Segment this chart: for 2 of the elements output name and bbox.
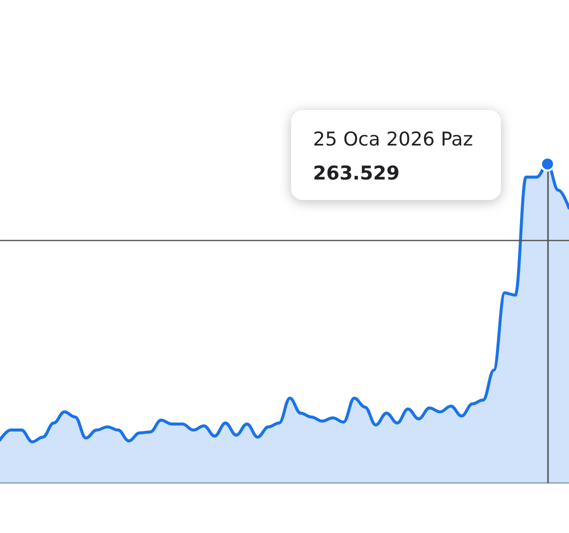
annotation: 263.529 <box>313 162 400 184</box>
text: 25 Oca 2026 Paz <box>313 128 473 150</box>
